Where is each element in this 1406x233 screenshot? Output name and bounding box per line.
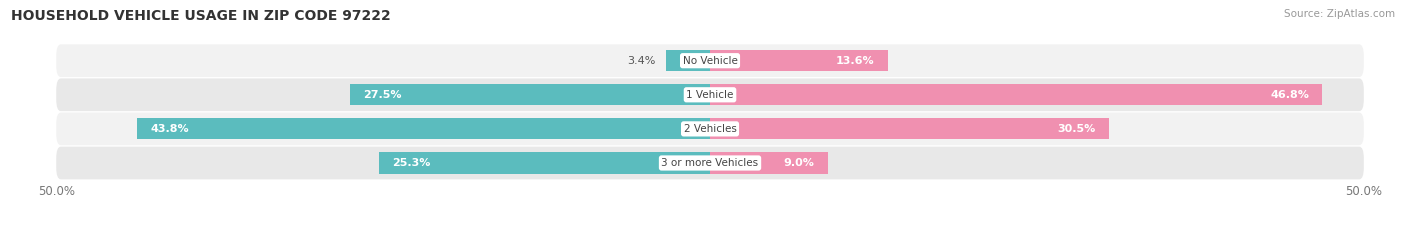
FancyBboxPatch shape bbox=[56, 147, 1364, 179]
Text: 3 or more Vehicles: 3 or more Vehicles bbox=[661, 158, 759, 168]
Bar bbox=[665, 50, 710, 71]
Text: 43.8%: 43.8% bbox=[150, 124, 188, 134]
Text: 27.5%: 27.5% bbox=[364, 90, 402, 100]
Bar bbox=[710, 118, 1109, 140]
Text: Source: ZipAtlas.com: Source: ZipAtlas.com bbox=[1284, 9, 1395, 19]
Bar bbox=[350, 84, 710, 105]
Bar bbox=[380, 152, 710, 174]
Bar bbox=[710, 152, 828, 174]
FancyBboxPatch shape bbox=[56, 113, 1364, 145]
Bar bbox=[710, 50, 887, 71]
Text: 25.3%: 25.3% bbox=[392, 158, 430, 168]
Text: HOUSEHOLD VEHICLE USAGE IN ZIP CODE 97222: HOUSEHOLD VEHICLE USAGE IN ZIP CODE 9722… bbox=[11, 9, 391, 23]
Text: 1 Vehicle: 1 Vehicle bbox=[686, 90, 734, 100]
Text: No Vehicle: No Vehicle bbox=[682, 56, 738, 66]
Text: 30.5%: 30.5% bbox=[1057, 124, 1095, 134]
FancyBboxPatch shape bbox=[56, 79, 1364, 111]
FancyBboxPatch shape bbox=[56, 44, 1364, 77]
Text: 13.6%: 13.6% bbox=[837, 56, 875, 66]
Text: 46.8%: 46.8% bbox=[1270, 90, 1309, 100]
Bar bbox=[710, 84, 1322, 105]
Text: 2 Vehicles: 2 Vehicles bbox=[683, 124, 737, 134]
Bar bbox=[138, 118, 710, 140]
Text: 9.0%: 9.0% bbox=[783, 158, 814, 168]
Text: 3.4%: 3.4% bbox=[627, 56, 655, 66]
